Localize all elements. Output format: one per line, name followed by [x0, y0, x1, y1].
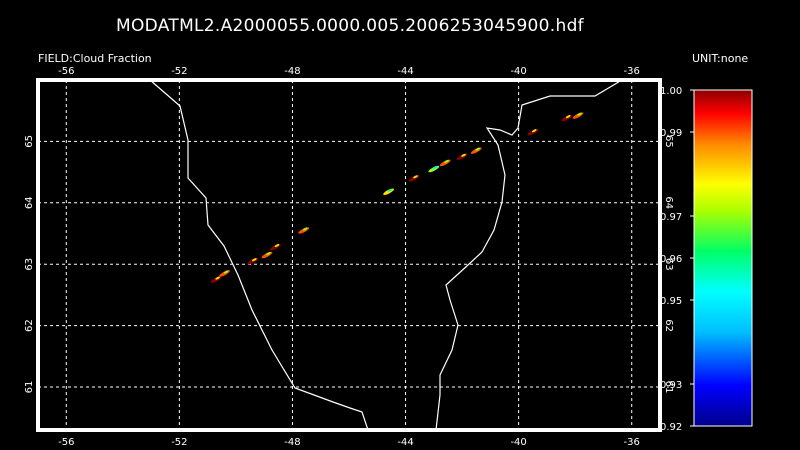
point-highlight — [223, 270, 229, 274]
cloud-fraction-point — [261, 251, 273, 259]
colorbar-tick-label: 0.92 — [660, 422, 682, 433]
point-highlight — [387, 188, 393, 192]
lat-tick-label-right: 61 — [663, 381, 674, 394]
lat-tick-label-right: 65 — [663, 135, 674, 148]
cloud-fraction-point — [572, 112, 584, 119]
lon-tick-label-bottom: -56 — [58, 437, 74, 448]
lat-tick-label-left: 61 — [24, 381, 35, 394]
axis-ticks: -56 -56 -52 -52 -48 -48 -44 -44 -40 -40 -36 -36 61 61… — [24, 66, 674, 448]
lon-tick-label-top: -52 — [171, 66, 187, 77]
lon-tick-label-top: -40 — [510, 66, 526, 77]
point-highlight — [532, 129, 537, 133]
point-highlight — [215, 276, 220, 280]
colorbar-tick-label: 0.97 — [660, 212, 682, 223]
lat-tick-label-right: 63 — [663, 258, 674, 271]
cloud-fraction-point — [439, 159, 451, 167]
colorbar-tick-label: 1.00 — [660, 86, 682, 97]
cloud-fraction-point — [428, 165, 440, 173]
cloud-fraction-point — [527, 128, 539, 136]
lon-tick-label-bottom: -36 — [624, 437, 640, 448]
lat-tick-label-left: 62 — [24, 319, 35, 332]
point-highlight — [433, 166, 438, 170]
map-frame — [36, 78, 662, 432]
cloud-fraction-point — [219, 270, 230, 277]
unit-label: UNIT:none — [692, 52, 749, 65]
map-border — [36, 78, 662, 432]
colorbar-tick-label: 0.95 — [660, 296, 682, 307]
lat-tick-label-left: 63 — [24, 258, 35, 271]
lon-tick-label-top: -48 — [284, 66, 300, 77]
lat-tick-label-right: 64 — [663, 196, 674, 209]
lat-tick-label-left: 64 — [24, 196, 35, 209]
cloud-fraction-point — [383, 188, 394, 195]
lon-tick-label-bottom: -44 — [397, 437, 413, 448]
cloud-fraction-point — [247, 257, 259, 265]
cloud-fraction-point — [210, 276, 222, 283]
lon-tick-label-bottom: -48 — [284, 437, 300, 448]
lon-tick-label-top: -44 — [397, 66, 413, 77]
coastline-segment — [149, 79, 369, 431]
lat-tick-label-left: 65 — [24, 135, 35, 148]
graticule — [38, 80, 660, 430]
point-highlight — [577, 112, 582, 116]
cloud-fraction-point — [456, 153, 468, 160]
lon-tick-label-top: -36 — [624, 66, 640, 77]
colorbar-tick-label: 0.96 — [660, 254, 682, 265]
cloud-fraction-points — [210, 112, 584, 283]
coastline — [149, 79, 623, 431]
point-highlight — [444, 159, 449, 163]
point-highlight — [266, 252, 271, 256]
point-highlight — [252, 258, 257, 262]
point-highlight — [302, 227, 308, 231]
coastline-segment — [435, 79, 623, 431]
colorbar-tick-label: 0.99 — [660, 128, 682, 139]
cloud-fraction-point — [270, 243, 281, 251]
point-highlight — [413, 175, 418, 179]
lat-tick-label-right: 62 — [663, 319, 674, 332]
colorbar-tick-label: 0.93 — [660, 380, 682, 391]
field-label: FIELD:Cloud Fraction — [38, 52, 152, 65]
point-highlight — [274, 244, 280, 248]
lon-tick-label-bottom: -40 — [510, 437, 526, 448]
map-title: MODATML2.A2000055.0000.005.2006253045900… — [116, 16, 584, 36]
cloud-fraction-point — [408, 175, 420, 182]
cloud-fraction-point — [298, 227, 310, 234]
cloud-fraction-point — [470, 147, 482, 154]
point-highlight — [461, 153, 466, 157]
cloud-fraction-point — [561, 114, 573, 122]
point-highlight — [475, 147, 480, 151]
colorbar-gradient — [693, 89, 753, 427]
lon-tick-label-bottom: -52 — [171, 437, 187, 448]
point-highlight — [565, 115, 571, 119]
colorbar: 1.00 0.99 0.97 0.96 0.95 0.93 0.92 — [660, 86, 753, 433]
lon-tick-label-top: -56 — [58, 66, 74, 77]
